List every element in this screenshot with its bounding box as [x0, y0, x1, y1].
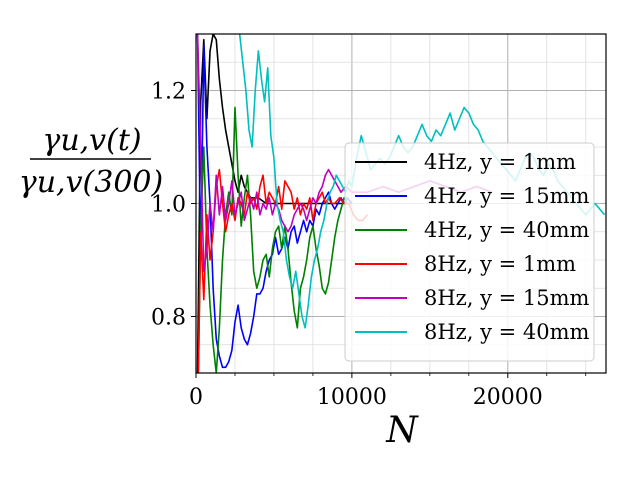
legend-entry-label: 8Hz, y = 15mm: [424, 286, 590, 310]
legend-entry-label: 8Hz, y = 1mm: [424, 252, 576, 276]
x-axis-label: N: [385, 410, 419, 451]
y-axis-label-denominator: γu,v(300): [19, 165, 163, 200]
series-line-1: [196, 34, 352, 373]
y-axis-label-numerator: γu,v(t): [42, 123, 141, 158]
legend-entry-label: 4Hz, y = 40mm: [424, 218, 590, 242]
y-tick-label: 1.0: [151, 193, 186, 218]
x-tick-label: 20000: [473, 385, 543, 410]
y-axis-label: γu,v(t) γu,v(300): [19, 123, 163, 200]
x-tick-label: 0: [189, 385, 203, 410]
legend-box: [344, 142, 595, 362]
legend-entry-label: 4Hz, y = 1mm: [424, 150, 576, 174]
x-tick-label: 10000: [317, 385, 387, 410]
legend: 4Hz, y = 1mm 4Hz, y = 15mm 4Hz, y = 40mm 8H…: [344, 142, 595, 362]
y-tick-label: 1.2: [151, 80, 186, 105]
ticks: 0 10000 20000 0.8 1.0 1.2: [151, 80, 587, 410]
legend-entry-label: 8Hz, y = 40mm: [424, 320, 590, 344]
legend-entry-label: 4Hz, y = 15mm: [424, 184, 590, 208]
series-line-3: [197, 106, 352, 373]
y-tick-label: 0.8: [151, 306, 186, 331]
